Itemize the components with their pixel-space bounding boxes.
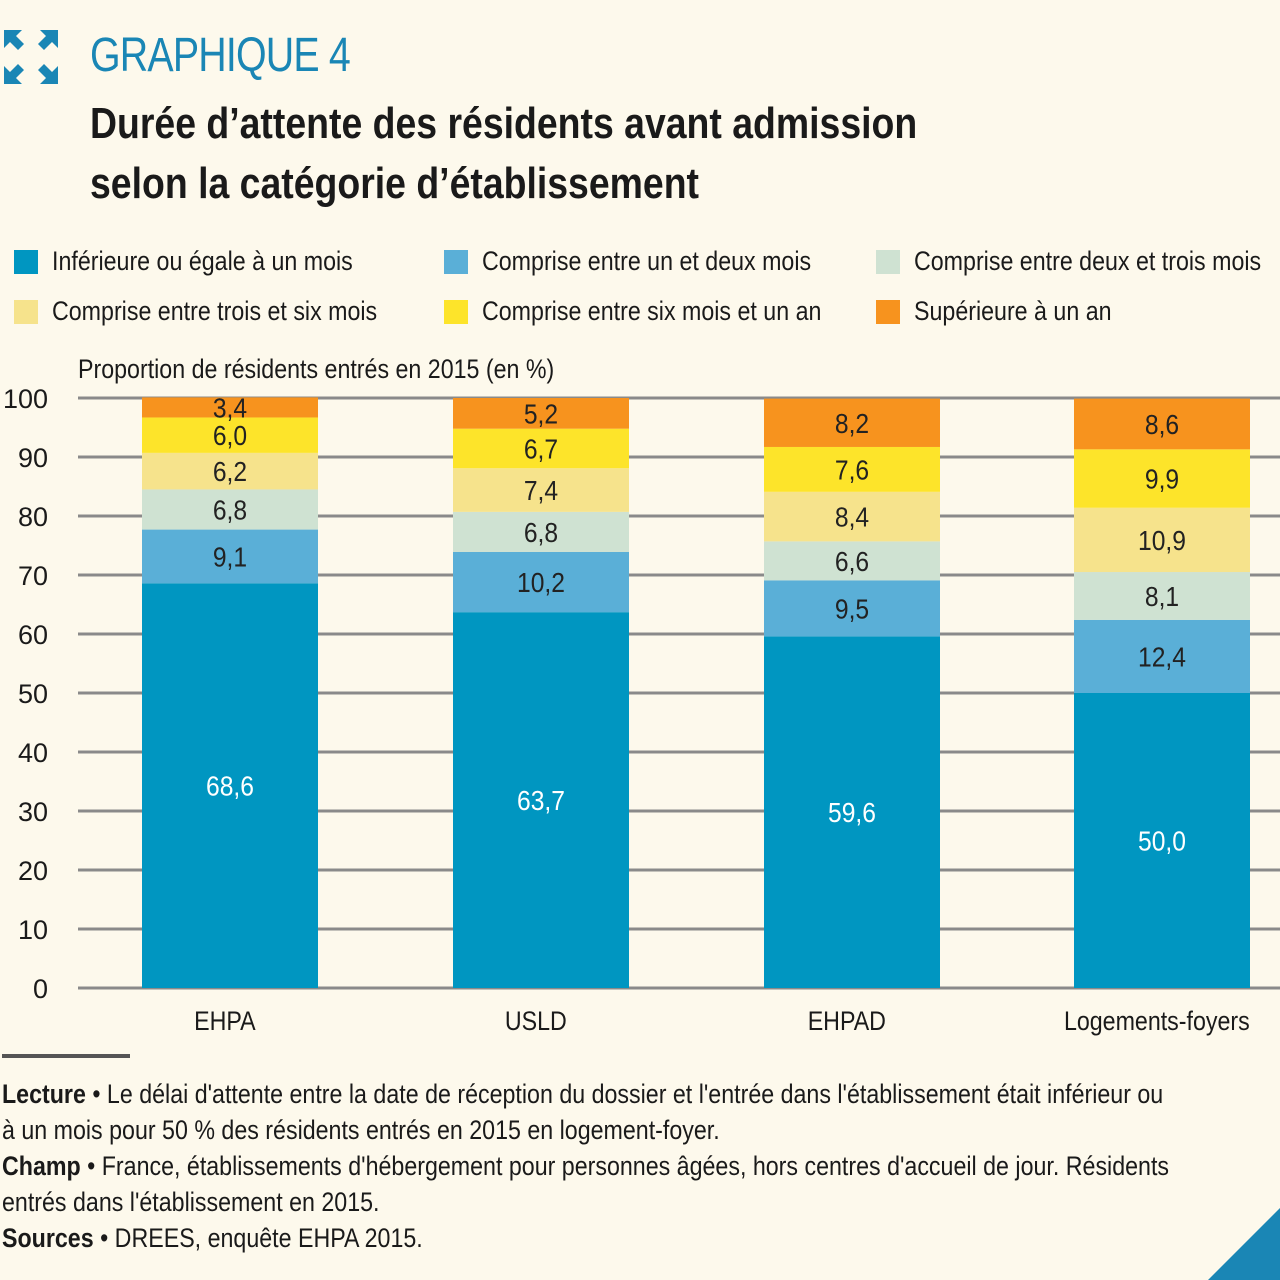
chart-kicker: GRAPHIQUE 4 xyxy=(90,29,351,82)
legend-label: Comprise entre deux et trois mois xyxy=(914,246,1262,276)
bar-segment xyxy=(764,636,940,988)
bar-segment xyxy=(1074,507,1250,573)
legend-swatch xyxy=(444,299,468,324)
y-tick-label: 50 xyxy=(18,679,48,709)
bar-segment xyxy=(142,529,318,584)
corner-decoration xyxy=(1208,1208,1280,1280)
note-sources: Sources • DREES, enquête EHPA 2015. xyxy=(2,1223,423,1253)
bar-segment xyxy=(142,452,318,490)
x-tick-label: EHPA xyxy=(194,1006,256,1036)
legend-item: Comprise entre trois et six mois xyxy=(14,296,430,327)
bar-segment xyxy=(1074,572,1250,620)
data-label: 59,6 xyxy=(828,797,876,829)
bar-segment xyxy=(453,398,629,429)
notes: Lecture • Le délai d'attente entre la da… xyxy=(2,1076,1172,1256)
bar-segment xyxy=(142,417,318,453)
data-label: 9,9 xyxy=(1145,463,1179,495)
bar-segment xyxy=(764,580,940,637)
data-label: 8,6 xyxy=(1145,408,1179,440)
y-tick-label: 100 xyxy=(3,384,48,414)
bar-segment xyxy=(453,551,629,613)
legend-label: Supérieure à un an xyxy=(914,296,1112,326)
data-label: 9,5 xyxy=(835,593,869,625)
bar-segment xyxy=(764,446,940,492)
legend-swatch xyxy=(876,249,900,274)
note-champ: Champ • France, établissements d'héberge… xyxy=(2,1151,1170,1217)
data-label: 6,8 xyxy=(524,516,558,548)
legend-label: Inférieure ou égale à un mois xyxy=(52,246,353,276)
legend-item: Comprise entre deux et trois mois xyxy=(876,246,1280,277)
bar-segment xyxy=(453,428,629,469)
y-tick-label: 80 xyxy=(18,502,48,532)
legend-label: Comprise entre trois et six mois xyxy=(52,296,378,326)
bar-segment xyxy=(453,511,629,552)
chart-title: Durée d’attente des résidents avant admi… xyxy=(90,94,917,214)
data-label: 6,2 xyxy=(213,456,247,488)
data-label: 3,4 xyxy=(213,392,247,424)
divider xyxy=(2,1054,130,1058)
data-label: 10,2 xyxy=(517,567,565,599)
bar-segment xyxy=(1074,619,1250,693)
legend-swatch xyxy=(876,299,900,324)
bar-segment xyxy=(764,491,940,542)
bar-segment xyxy=(764,398,940,447)
data-label: 8,4 xyxy=(835,501,869,533)
data-label: 6,8 xyxy=(213,494,247,526)
legend-item: Comprise entre un et deux mois xyxy=(444,246,865,277)
bar-segment xyxy=(142,489,318,530)
y-tick-label: 40 xyxy=(18,738,48,768)
x-tick-label: USLD xyxy=(505,1006,567,1036)
expand-arrows-icon xyxy=(4,30,58,84)
y-tick-label: 10 xyxy=(18,915,48,945)
y-tick-label: 90 xyxy=(18,443,48,473)
bar-segment xyxy=(142,583,318,988)
data-label: 12,4 xyxy=(1138,641,1186,673)
bar-segment xyxy=(453,468,629,512)
data-label: 7,4 xyxy=(524,475,558,507)
bar-segment xyxy=(1074,449,1250,508)
stacked-bar-chart: 0 10 20 30 40 50 60 70 80 90 100 68,6 9,1 6,8 6,2 6,03,… xyxy=(3,384,1280,1036)
legend-swatch xyxy=(444,249,468,274)
x-tick-label: EHPAD xyxy=(808,1006,886,1036)
legend-item: Supérieure à un an xyxy=(876,296,1144,327)
y-axis-label: Proportion de résidents entrés en 2015 (… xyxy=(78,354,555,384)
bar-segment xyxy=(453,612,629,988)
note-lecture: Lecture • Le délai d'attente entre la da… xyxy=(2,1079,1164,1145)
bar-segment xyxy=(1074,693,1250,988)
y-tick-label: 60 xyxy=(18,620,48,650)
bar-segment xyxy=(1074,398,1250,450)
data-label: 6,0 xyxy=(213,420,247,452)
y-tick-label: 70 xyxy=(18,561,48,591)
data-label: 9,1 xyxy=(213,541,247,573)
y-tick-label: 30 xyxy=(18,797,48,827)
title-line-1: Durée d’attente des résidents avant admi… xyxy=(90,99,918,148)
data-label: 50,0 xyxy=(1138,825,1186,857)
bar-segment xyxy=(764,541,940,581)
legend-item: Comprise entre six mois et un an xyxy=(444,296,877,327)
data-label: 8,2 xyxy=(835,407,869,439)
data-label: 68,6 xyxy=(206,770,254,802)
legend-item: Inférieure ou égale à un mois xyxy=(14,246,402,277)
x-tick-label: Logements-foyers xyxy=(1064,1006,1250,1036)
data-label: 10,9 xyxy=(1138,524,1186,556)
title-line-2: selon la catégorie d’établissement xyxy=(90,159,700,208)
y-tick-label: 20 xyxy=(18,856,48,886)
data-label: 63,7 xyxy=(517,785,565,817)
legend-label: Comprise entre un et deux mois xyxy=(482,246,812,276)
data-label: 6,6 xyxy=(835,545,869,577)
legend-label: Comprise entre six mois et un an xyxy=(482,296,822,326)
data-label: 7,6 xyxy=(835,454,869,486)
legend-swatch xyxy=(14,249,38,274)
bar-segment xyxy=(142,397,318,418)
legend-swatch xyxy=(14,299,38,324)
data-label: 8,1 xyxy=(1145,580,1179,612)
data-label: 6,7 xyxy=(524,433,558,465)
data-label: 5,2 xyxy=(524,398,558,430)
y-tick-label: 0 xyxy=(33,974,48,1004)
